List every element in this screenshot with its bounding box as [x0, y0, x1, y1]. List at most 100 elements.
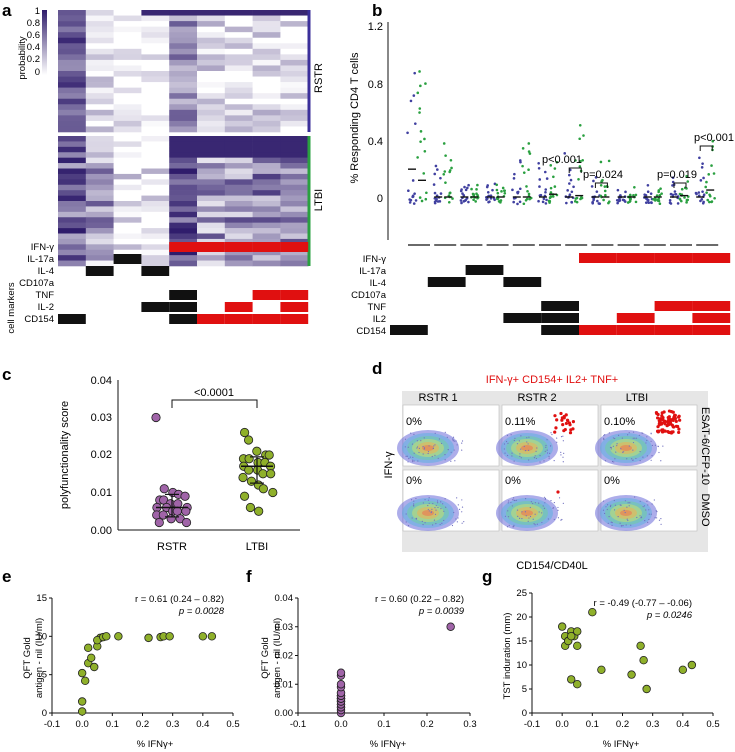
facs-event — [627, 434, 629, 436]
facs-positive-event — [656, 430, 660, 434]
matrix-cell — [252, 290, 281, 300]
heatmap-cell — [252, 71, 281, 77]
facs-event — [440, 501, 442, 503]
facs-event — [625, 524, 627, 526]
b-point — [549, 164, 553, 167]
b-point — [644, 201, 648, 204]
b-pvalue: p=0.024 — [583, 169, 623, 181]
heatmap-cell — [280, 82, 309, 88]
b-pvalue: p=0.019 — [657, 169, 697, 181]
facs-event — [439, 523, 441, 526]
facs-event — [660, 460, 662, 462]
heatmap-cell — [280, 104, 309, 111]
heatmap-cell — [197, 98, 226, 105]
colorbar-tick: 0.4 — [27, 42, 40, 53]
heatmap-cell — [113, 48, 142, 55]
b-point — [658, 193, 662, 197]
heatmap-cell — [85, 82, 114, 88]
b-point — [704, 185, 708, 189]
facs-event — [538, 502, 540, 504]
heatmap-cell — [113, 87, 142, 94]
heatmap-cell — [113, 10, 142, 16]
facs-event — [520, 457, 522, 459]
heatmap-cell — [113, 211, 142, 218]
heatmap-cell — [252, 141, 281, 148]
heatmap-cell — [85, 168, 114, 175]
facs-event — [604, 434, 606, 436]
facs-event — [658, 519, 661, 521]
facs-event — [534, 524, 536, 526]
facs-event — [455, 440, 457, 442]
heatmap-cell — [197, 255, 226, 261]
heatmap-cell — [224, 217, 253, 223]
b-point — [713, 196, 716, 200]
b-point — [595, 190, 599, 193]
heatmap-cell — [197, 179, 226, 186]
c-point — [240, 427, 250, 438]
heatmap-cell — [169, 168, 198, 175]
facs-positive-event — [568, 423, 572, 427]
facs-event — [412, 459, 414, 461]
heatmap-cell — [252, 249, 281, 256]
facs-event — [529, 506, 531, 509]
facs-event — [443, 519, 445, 522]
heatmap-cell — [58, 93, 87, 100]
b-point — [579, 160, 582, 163]
b-point — [617, 199, 621, 203]
facs-event — [529, 515, 532, 518]
heatmap-cell — [169, 93, 198, 100]
facs-event — [513, 524, 515, 526]
b-point — [551, 195, 555, 198]
heatmap-cell — [224, 71, 253, 77]
heatmap-cell — [252, 126, 281, 133]
heatmap-cell — [141, 65, 170, 72]
heatmap-cell — [85, 233, 114, 240]
heatmap-cell — [197, 146, 226, 153]
facs-event — [428, 497, 430, 499]
heatmap-cell — [141, 157, 170, 164]
matrix-cell — [252, 242, 281, 252]
b-point — [527, 192, 531, 196]
heatmap-cell — [113, 190, 142, 196]
colorbar-tick: 0 — [35, 67, 40, 78]
heatmap-cell — [197, 228, 226, 234]
g-x-tick: 0.0 — [556, 719, 569, 730]
heatmap-cell — [85, 65, 114, 72]
facs-event — [617, 434, 620, 436]
b-point — [451, 197, 454, 200]
heatmap-cell — [58, 120, 87, 127]
e-point — [77, 697, 87, 706]
matrix-cell — [197, 242, 225, 252]
facs-event — [461, 506, 464, 508]
heatmap-cell — [224, 93, 253, 100]
facs-event — [422, 523, 424, 526]
facs-event — [613, 499, 615, 502]
f-y-title-1: QFT Gold — [260, 637, 271, 679]
b-point — [708, 200, 711, 204]
facs-event — [428, 510, 430, 512]
heatmap-cell — [58, 222, 87, 229]
facs-event — [507, 442, 509, 444]
facs-event — [650, 432, 652, 434]
facs-event — [556, 437, 558, 439]
markers-title: cell markers — [6, 282, 17, 333]
heatmap-cell — [169, 98, 198, 105]
b-point — [569, 178, 573, 182]
b-point — [442, 142, 446, 145]
heatmap-cell — [280, 211, 309, 218]
heatmap-cell — [113, 152, 142, 158]
b-point — [705, 191, 708, 194]
facs-event — [539, 454, 541, 457]
b-point — [544, 190, 547, 194]
facs-event — [626, 518, 628, 520]
b-point — [472, 198, 475, 202]
c-point — [166, 514, 176, 524]
b-point — [698, 156, 701, 160]
b-point — [418, 196, 422, 199]
b-point — [683, 196, 686, 199]
b-matrix-cell — [692, 253, 731, 263]
heatmap-cell — [224, 249, 253, 256]
facs-event — [622, 451, 624, 453]
b-marker-matrix — [390, 253, 731, 335]
facs-event — [428, 445, 430, 447]
